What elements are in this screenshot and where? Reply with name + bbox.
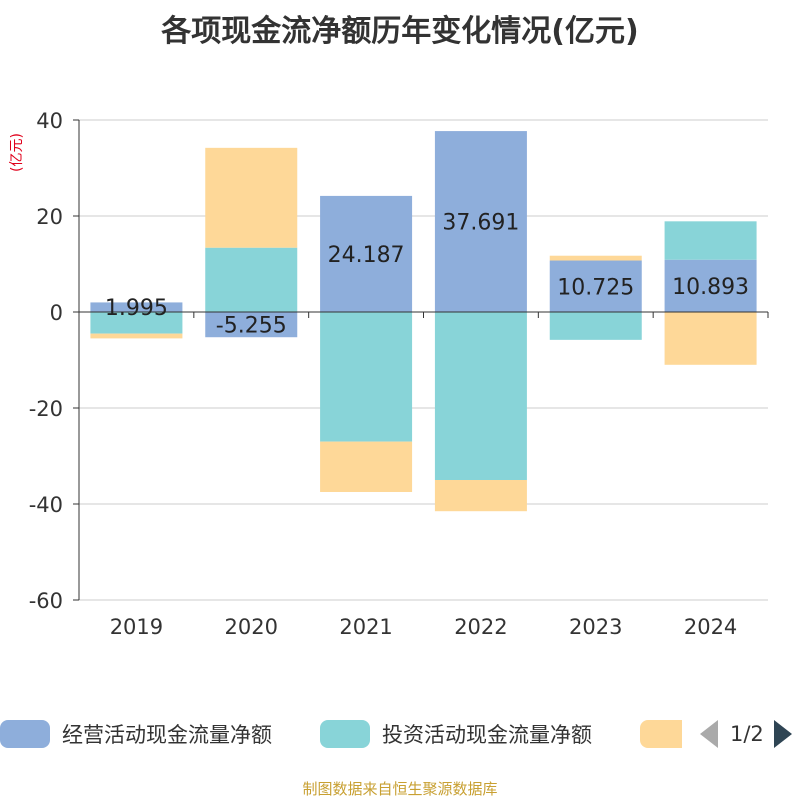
- bar-2024-series-1: [664, 221, 757, 260]
- legend-label-operating: 经营活动现金流量净额: [62, 723, 272, 747]
- data-label-2024: 10.893: [672, 275, 749, 300]
- y-tick-label-0: 40: [36, 109, 63, 133]
- previous-page-icon[interactable]: [700, 720, 718, 748]
- legend-label-investing: 投资活动现金流量净额: [382, 723, 592, 747]
- data-label-2020: -5.255: [216, 314, 287, 339]
- next-page-icon[interactable]: [773, 720, 792, 748]
- y-tick-label-2: 0: [50, 301, 63, 325]
- bar-2022-series-2: [434, 480, 527, 512]
- x-tick-label-2024: 2024: [684, 615, 737, 639]
- legend-item-financing[interactable]: [640, 716, 694, 752]
- bar-2019-series-1: [90, 312, 183, 334]
- grid-lines: [79, 119, 768, 601]
- bar-2023-series-1: [549, 312, 642, 340]
- chart-title: 各项现金流净额历年变化情况(亿元): [161, 14, 639, 49]
- x-tick-label-2021: 2021: [339, 615, 392, 639]
- legend-page-indicator: 1/2: [730, 722, 764, 746]
- bar-2020-series-0: [205, 312, 298, 338]
- legend-item-operating[interactable]: 经营活动现金流量净额: [0, 716, 272, 752]
- bar-2021-series-2: [320, 441, 413, 492]
- bar-2022-series-0: [434, 131, 527, 312]
- legend-swatch-investing: [320, 720, 370, 748]
- data-label-2023: 10.725: [557, 275, 634, 300]
- data-label-2022: 37.691: [442, 211, 519, 236]
- data-label-2021: 24.187: [328, 243, 405, 268]
- data-label-2019: 1.995: [105, 296, 168, 321]
- legend-item-investing[interactable]: 投资活动现金流量净额: [320, 716, 592, 752]
- bar-chart: 40 20 0 -20 -40 -60 2019 2020 2021 2022 2023 2024 1…: [29, 109, 769, 639]
- data-source-note: 制图数据来自恒生聚源数据库: [302, 780, 498, 798]
- bar-2020-series-2: [205, 147, 298, 248]
- y-tick-label-3: -20: [29, 397, 63, 421]
- bar-2023-series-0: [549, 260, 642, 312]
- legend-swatch-financing: [640, 720, 682, 748]
- x-tick-label-2022: 2022: [454, 615, 507, 639]
- bar-2019-series-0: [90, 302, 183, 312]
- bar-2020-series-1: [205, 247, 298, 312]
- bars: [90, 131, 757, 512]
- bar-2022-series-1: [434, 312, 527, 480]
- bar-2024-series-0: [664, 259, 757, 312]
- bar-2021-series-1: [320, 312, 413, 442]
- bar-2024-series-2: [664, 312, 757, 365]
- data-labels: 1.995 -5.255 24.187 37.691 10.725 10.893: [105, 211, 749, 339]
- x-tick-label-2019: 2019: [110, 615, 163, 639]
- legend-swatch-operating: [0, 720, 50, 748]
- bar-2021-series-0: [320, 195, 413, 312]
- y-tick-label-4: -40: [29, 493, 63, 517]
- x-tick-label-2023: 2023: [569, 615, 622, 639]
- axes: 40 20 0 -20 -40 -60 2019 2020 2021 2022 2023 2024: [29, 109, 769, 639]
- y-tick-label-1: 20: [36, 205, 63, 229]
- y-tick-label-5: -60: [29, 589, 63, 613]
- bar-2023-series-2: [549, 255, 642, 261]
- x-tick-label-2020: 2020: [225, 615, 278, 639]
- bar-2019-series-2: [90, 333, 183, 339]
- legend: 经营活动现金流量净额 投资活动现金流量净额: [0, 716, 800, 752]
- legend-pager: 1/2: [700, 716, 792, 752]
